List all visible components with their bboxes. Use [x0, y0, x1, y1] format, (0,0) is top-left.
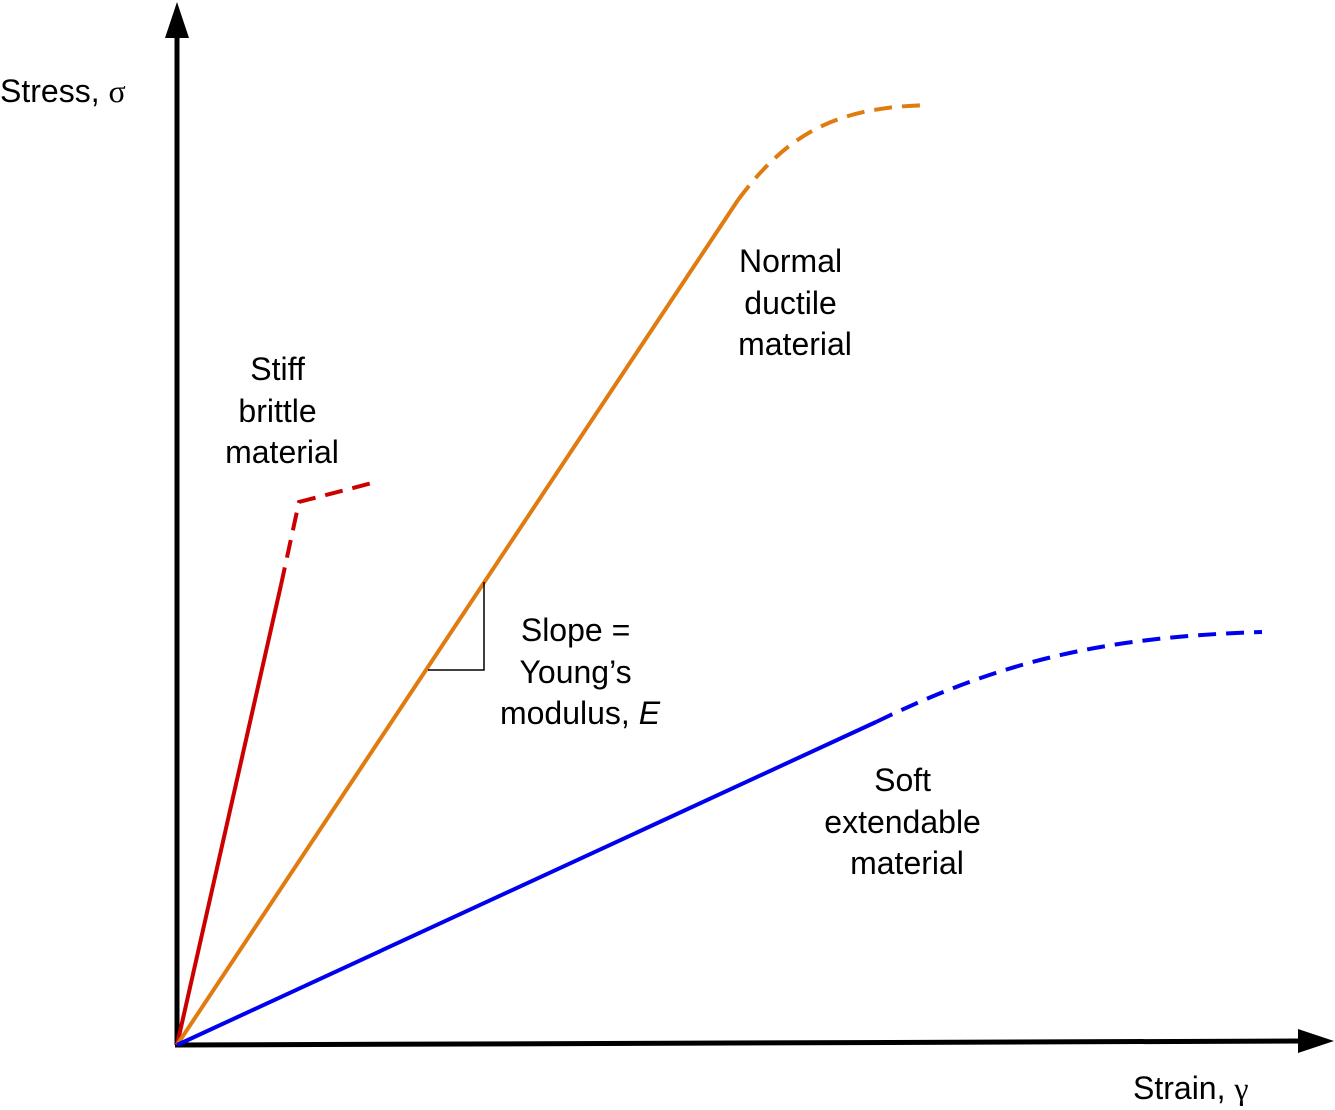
- gamma-symbol: γ: [1233, 1070, 1248, 1106]
- slope-annotation: Slope = Young’s modulus, E: [500, 612, 661, 731]
- x-axis-arrowhead: [1298, 1029, 1334, 1053]
- slope-triangle: [428, 582, 485, 671]
- soft-label: Soft extendable material: [824, 762, 989, 881]
- soft-curve-elastic: [176, 720, 877, 1047]
- ductile-curve-elastic: [175, 198, 740, 1047]
- brittle-curve-plastic: [279, 481, 373, 586]
- brittle-curve-elastic: [175, 584, 283, 1046]
- x-axis-label: Strain, γ: [1133, 1070, 1249, 1106]
- brittle-label: Stiff brittle material: [225, 351, 339, 470]
- soft-curve-plastic: [875, 630, 1263, 724]
- youngs-modulus-symbol: E: [639, 695, 661, 731]
- y-axis-label: Stress, σ: [0, 73, 126, 109]
- ductile-curve-plastic: [736, 103, 931, 202]
- ductile-label: Normal ductile material: [738, 243, 852, 362]
- y-axis-arrowhead: [165, 2, 189, 38]
- x-axis: [174, 1038, 1303, 1048]
- sigma-symbol: σ: [108, 73, 125, 109]
